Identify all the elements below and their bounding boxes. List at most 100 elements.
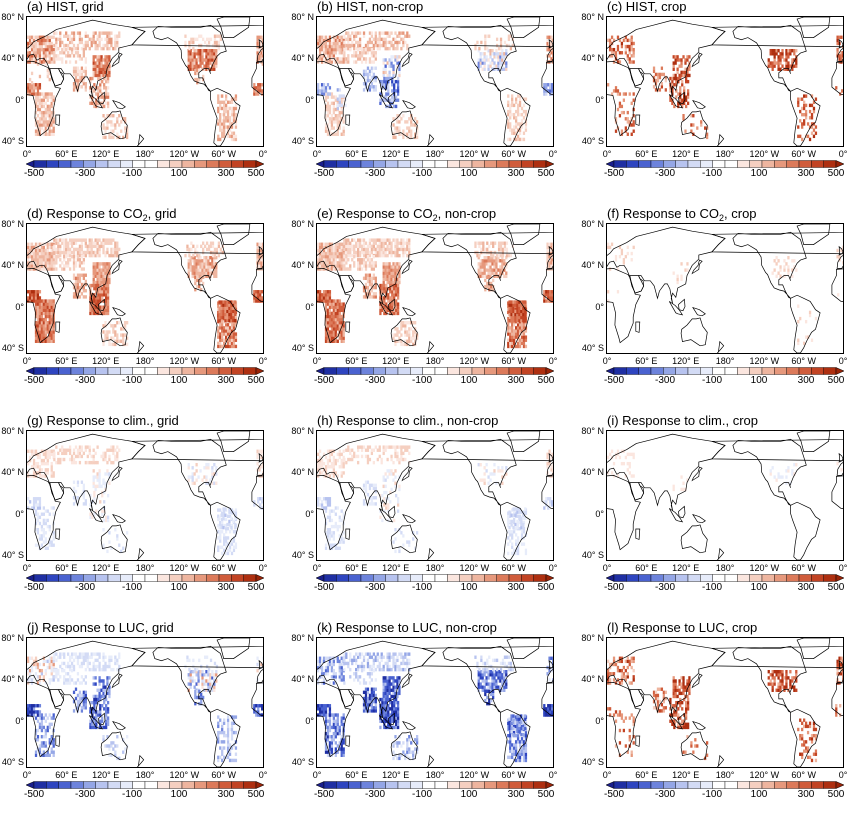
lon-tick-label: 0° (548, 149, 558, 159)
map-panel-d: (d) Response to CO2, grid 80° N 40° N 0° 40°… (0, 207, 283, 404)
colorbar-swatch (650, 574, 664, 582)
colorbar-low-arrow (606, 367, 615, 375)
colorbar-swatch (434, 574, 448, 582)
colorbar-swatch (712, 160, 726, 168)
colorbar (26, 781, 264, 789)
colorbar-swatch (33, 574, 47, 582)
lon-tick-label: 180° (135, 356, 155, 366)
colorbar-swatch (107, 781, 121, 789)
colorbar-swatch (724, 574, 738, 582)
lat-tick-label: 40° N (291, 53, 314, 64)
colorbar-low-arrow (316, 160, 325, 168)
colorbar-swatch (385, 160, 399, 168)
lat-tick-label: 40° N (581, 467, 604, 478)
colorbar-label: -100 (121, 582, 143, 593)
colorbar-swatch (774, 160, 787, 168)
colorbar-low-arrow (26, 160, 35, 168)
lon-tick-label: 120° W (749, 563, 780, 573)
colorbar-label: -500 (313, 582, 335, 593)
colorbar-label: -100 (411, 582, 433, 593)
data-cells (317, 31, 553, 142)
colorbar-swatch (206, 574, 220, 582)
colorbar-label: 500 (247, 375, 265, 386)
colorbar-swatch (626, 781, 639, 789)
lon-tick-label: 60° E (345, 563, 368, 573)
colorbar-label: -500 (23, 582, 45, 593)
lon-tick-label: 60° E (55, 149, 78, 159)
colorbar-swatch (749, 574, 763, 582)
lat-tick-label: 0° (595, 715, 604, 726)
colorbar-swatch (385, 781, 399, 789)
lat-tick-label: 40° N (291, 260, 314, 271)
map-panel-l: (l) Response to LUC, crop 80° N 40° N 0° 40°… (580, 621, 850, 818)
colorbar-swatch (471, 160, 485, 168)
colorbar-swatch (811, 574, 824, 582)
colorbar-swatch (243, 160, 257, 168)
colorbar-label: 500 (247, 789, 265, 800)
colorbar-swatch (194, 574, 207, 582)
colorbar-swatch (687, 367, 701, 375)
colorbar-label: 100 (460, 168, 478, 179)
colorbar-label: -100 (411, 789, 433, 800)
lon-tick-label: 0° (22, 356, 32, 366)
colorbar-swatch (761, 574, 775, 582)
colorbar-label: 300 (217, 582, 235, 593)
colorbar (316, 367, 554, 375)
colorbar-swatch (700, 367, 713, 375)
colorbar-swatch (737, 574, 750, 582)
colorbar-label: 100 (460, 582, 478, 593)
map-canvas (27, 17, 263, 146)
colorbar-label: 500 (537, 582, 555, 593)
colorbar-swatch (181, 160, 195, 168)
lat-tick-label: 80° N (291, 426, 314, 436)
colorbar-swatch (95, 160, 109, 168)
map-panel-h: (h) Response to clim., non-crop 80° N 40° … (290, 414, 573, 611)
colorbar-swatch (323, 367, 337, 375)
colorbar-swatch (336, 781, 349, 789)
colorbar-low-arrow (606, 574, 615, 582)
panel-title: (l) Response to LUC, crop (607, 620, 758, 635)
colorbar-swatch (663, 160, 676, 168)
data-cells (317, 445, 553, 556)
lon-tick-label: 0° (602, 770, 612, 780)
colorbar-swatch (95, 367, 109, 375)
lon-tick-label: 60° E (345, 149, 368, 159)
colorbar-label: -300 (74, 168, 96, 179)
colorbar-swatch (774, 367, 787, 375)
colorbar-low-arrow (316, 574, 325, 582)
colorbar-high-arrow (835, 160, 844, 168)
data-cells (27, 31, 263, 142)
colorbar-swatch (422, 160, 436, 168)
lon-tick-label: 120° W (749, 356, 780, 366)
colorbar (606, 367, 844, 375)
colorbar-swatch (613, 160, 627, 168)
colorbar-swatch (157, 160, 170, 168)
colorbar (26, 160, 264, 168)
colorbar-swatch (410, 574, 423, 582)
colorbar-label: 100 (170, 582, 188, 593)
colorbar-swatch (231, 781, 244, 789)
lat-tick-label: 40° N (291, 467, 314, 478)
lat-tick-label: 80° N (291, 219, 314, 229)
map-frame (316, 223, 554, 354)
lon-tick-label: 0° (548, 770, 558, 780)
colorbar (316, 574, 554, 582)
data-cells (607, 242, 843, 346)
lon-tick-label: 120° E (92, 770, 120, 780)
colorbar-label: 500 (827, 375, 845, 386)
colorbar-label: -100 (701, 582, 723, 593)
colorbar-swatch (650, 781, 664, 789)
lon-tick-label: 60° W (501, 563, 526, 573)
colorbar-swatch (120, 367, 133, 375)
colorbar-swatch (613, 574, 627, 582)
data-cells (317, 238, 553, 349)
colorbar-label: 500 (827, 789, 845, 800)
lat-tick-label: 0° (305, 508, 314, 519)
lat-tick-label: 40° S (1, 549, 24, 560)
colorbar-swatch (83, 367, 96, 375)
lon-tick-label: 60° W (211, 149, 236, 159)
lon-tick-label: 0° (312, 770, 322, 780)
lon-tick-label: 120° W (459, 149, 490, 159)
colorbar-high-arrow (835, 781, 844, 789)
colorbar-high-arrow (255, 574, 264, 582)
